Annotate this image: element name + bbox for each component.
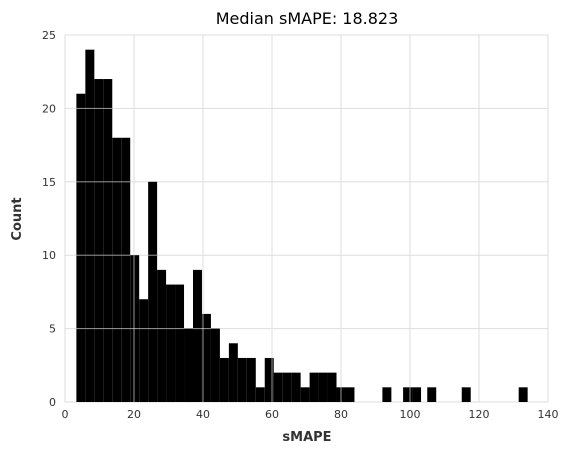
histogram-bar — [175, 284, 185, 402]
histogram-bar — [282, 372, 292, 402]
histogram-bar — [139, 299, 149, 402]
histogram-bar — [345, 387, 355, 402]
grid-lines — [64, 34, 549, 403]
histogram-bar — [237, 357, 247, 402]
histogram-bar — [112, 137, 122, 402]
y-tick-label: 15 — [42, 176, 56, 189]
histogram-bar — [273, 372, 283, 402]
x-tick-label: 100 — [400, 408, 421, 421]
histogram-bar — [121, 137, 131, 402]
y-tick-label: 0 — [49, 396, 56, 409]
y-tick-label: 10 — [42, 249, 56, 262]
y-tick-label: 5 — [49, 323, 56, 336]
histogram-bar — [264, 357, 274, 402]
histogram-bar — [148, 181, 158, 402]
x-tick-label: 120 — [469, 408, 490, 421]
x-tick-label: 40 — [196, 408, 210, 421]
histogram-bar — [255, 387, 265, 402]
histogram-bar — [219, 357, 229, 402]
y-axis-ticks: 0 5 10 15 20 25 — [42, 29, 56, 409]
histogram-bar — [327, 372, 337, 402]
histogram-bar — [318, 372, 328, 402]
y-tick-label: 25 — [42, 29, 56, 42]
histogram-bar — [103, 79, 113, 402]
histogram-bar — [300, 387, 310, 402]
histogram-bar — [309, 372, 319, 402]
histogram-bar — [85, 49, 95, 403]
histogram-bar — [201, 313, 211, 402]
bar-grid-overlay — [76, 107, 411, 402]
histogram-bar — [228, 343, 238, 402]
histogram-bar — [76, 93, 86, 402]
x-axis-label: sMAPE — [282, 430, 331, 445]
histogram-bar — [518, 387, 528, 402]
histogram-bars — [76, 49, 528, 403]
x-tick-label: 0 — [62, 408, 69, 421]
histogram-bar — [166, 284, 176, 402]
histogram-bar — [403, 387, 413, 402]
histogram-bar — [210, 328, 220, 402]
x-tick-label: 80 — [334, 408, 348, 421]
histogram-bar — [246, 357, 256, 402]
histogram-bar — [157, 269, 167, 402]
histogram-bar — [291, 372, 301, 402]
x-tick-label: 140 — [538, 408, 559, 421]
x-tick-label: 20 — [127, 408, 141, 421]
histogram-bar — [94, 79, 104, 402]
histogram-bar — [192, 269, 202, 402]
x-axis-ticks: 0 20 40 60 80 100 120 140 — [62, 408, 559, 421]
histogram-bar — [412, 387, 422, 402]
x-tick-label: 60 — [265, 408, 279, 421]
y-tick-label: 20 — [42, 102, 56, 115]
histogram-bar — [427, 387, 437, 402]
histogram-bar — [382, 387, 392, 402]
chart-title: Median sMAPE: 18.823 — [216, 9, 399, 28]
histogram-bar — [461, 387, 471, 402]
y-axis-label: Count — [10, 197, 25, 240]
histogram-bar — [184, 328, 193, 402]
